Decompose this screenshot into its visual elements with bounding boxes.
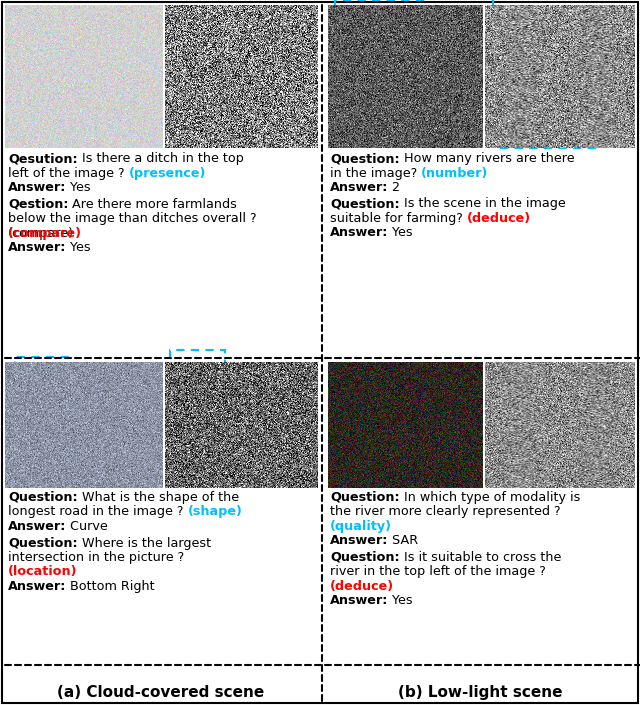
Bar — [350, 78, 430, 120]
Text: (compare): (compare) — [8, 226, 74, 240]
Text: Is the scene in the image: Is the scene in the image — [399, 197, 565, 211]
Text: SAR: SAR — [388, 534, 419, 548]
Bar — [390, 100, 465, 140]
Text: Question:: Question: — [8, 537, 77, 549]
Text: Answer:: Answer: — [8, 520, 67, 533]
Text: longest road in the image ?: longest road in the image ? — [8, 505, 188, 518]
Bar — [15, 357, 70, 432]
Text: intersection in the picture ?: intersection in the picture ? — [8, 551, 184, 564]
Text: suitable for farming?: suitable for farming? — [330, 212, 467, 225]
Text: (shape): (shape) — [188, 505, 243, 518]
Bar — [200, 20, 275, 65]
Text: Answer:: Answer: — [330, 594, 388, 608]
Bar — [488, 363, 538, 395]
Text: (a) Cloud-covered scene: (a) Cloud-covered scene — [58, 685, 264, 700]
Text: Answer:: Answer: — [8, 241, 67, 254]
Text: Yes: Yes — [67, 181, 91, 194]
Bar — [18, 85, 86, 130]
Text: How many rivers are there: How many rivers are there — [399, 152, 574, 165]
Text: below the image than ditches overall ?: below the image than ditches overall ? — [8, 212, 257, 225]
Bar — [330, 363, 480, 395]
Bar — [335, 0, 425, 55]
Text: left of the image ?: left of the image ? — [8, 166, 129, 180]
Text: In which type of modality is: In which type of modality is — [399, 491, 580, 504]
Text: in the image?: in the image? — [330, 166, 421, 180]
Bar — [215, 82, 287, 130]
Bar — [500, 100, 600, 148]
Bar — [13, 15, 78, 60]
Text: Answer:: Answer: — [8, 181, 67, 194]
Text: (b) Low-light scene: (b) Low-light scene — [397, 685, 563, 700]
Text: Yes: Yes — [67, 241, 91, 254]
Text: (quality): (quality) — [330, 520, 392, 533]
Text: (deduce): (deduce) — [330, 580, 394, 593]
Bar — [540, 375, 595, 420]
Text: Curve: Curve — [67, 520, 108, 533]
Text: the river more clearly represented ?: the river more clearly represented ? — [330, 505, 561, 518]
Text: Answer:: Answer: — [330, 226, 388, 240]
Text: Qestion:: Qestion: — [8, 197, 68, 211]
Bar — [348, 385, 393, 425]
Text: Answer:: Answer: — [330, 181, 388, 194]
Text: Question:: Question: — [8, 491, 77, 504]
Text: 2: 2 — [388, 181, 401, 194]
Text: Are there more farmlands: Are there more farmlands — [68, 197, 237, 211]
Text: (compare): (compare) — [8, 226, 82, 240]
Text: Answer:: Answer: — [330, 534, 388, 548]
Text: Where is the largest: Where is the largest — [77, 537, 211, 549]
Text: Answer:: Answer: — [8, 580, 67, 593]
Bar — [215, 430, 295, 478]
Text: (location): (location) — [8, 565, 77, 579]
Text: Question:: Question: — [330, 152, 399, 165]
Bar — [170, 350, 225, 415]
Text: Is it suitable to cross the: Is it suitable to cross the — [399, 551, 561, 564]
Text: What is the shape of the: What is the shape of the — [77, 491, 239, 504]
Text: Yes: Yes — [388, 226, 413, 240]
Bar — [10, 55, 60, 95]
Text: Yes: Yes — [388, 594, 413, 608]
Bar — [65, 433, 145, 478]
Text: Question:: Question: — [330, 551, 399, 564]
Bar — [493, 0, 593, 30]
Text: (number): (number) — [421, 166, 488, 180]
Text: Question:: Question: — [330, 491, 399, 504]
Text: (deduce): (deduce) — [467, 212, 531, 225]
Text: (presence): (presence) — [129, 166, 206, 180]
Text: Bottom Right: Bottom Right — [67, 580, 155, 593]
Text: Qesution:: Qesution: — [8, 152, 77, 165]
Text: Is there a ditch in the top: Is there a ditch in the top — [77, 152, 243, 165]
Bar — [530, 63, 610, 105]
Text: Question:: Question: — [330, 197, 399, 211]
Text: river in the top left of the image ?: river in the top left of the image ? — [330, 565, 546, 579]
